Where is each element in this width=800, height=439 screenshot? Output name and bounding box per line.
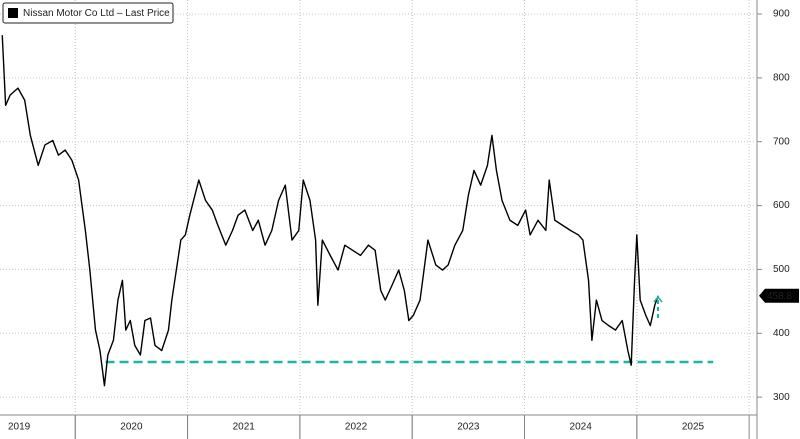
y-tick-label: 600 xyxy=(773,200,790,211)
legend: Nissan Motor Co Ltd – Last Price xyxy=(2,2,174,24)
x-tick-label: 2021 xyxy=(233,422,256,433)
x-tick-label: 2019 xyxy=(8,422,31,433)
legend-swatch xyxy=(8,8,18,18)
legend-label: Nissan Motor Co Ltd – Last Price xyxy=(23,8,170,19)
x-tick-label: 2025 xyxy=(682,422,705,433)
lines xyxy=(1,35,659,387)
y-tick-label: 400 xyxy=(773,328,790,339)
x-tick-label: 2022 xyxy=(345,422,368,433)
last-price-badge xyxy=(759,288,799,303)
y-tick-label: 900 xyxy=(773,9,790,20)
axes: 300 400 500 600 700 800 900 2019 2020 2021 2022 202… xyxy=(8,9,799,439)
y-tick-label: 300 xyxy=(773,392,790,403)
legend-box xyxy=(2,2,174,24)
x-tick-label: 2020 xyxy=(120,422,143,433)
y-tick-label: 800 xyxy=(773,73,790,84)
x-tick-label: 2024 xyxy=(570,422,593,433)
arrow-annotation xyxy=(653,295,663,318)
last-price-label: 458.8 xyxy=(767,291,792,302)
y-tick-label: 500 xyxy=(773,264,790,275)
grid xyxy=(0,0,757,415)
x-tick-label: 2023 xyxy=(457,422,480,433)
arrow-head xyxy=(653,295,663,303)
y-tick-label: 700 xyxy=(773,136,790,147)
price-line xyxy=(1,35,659,387)
